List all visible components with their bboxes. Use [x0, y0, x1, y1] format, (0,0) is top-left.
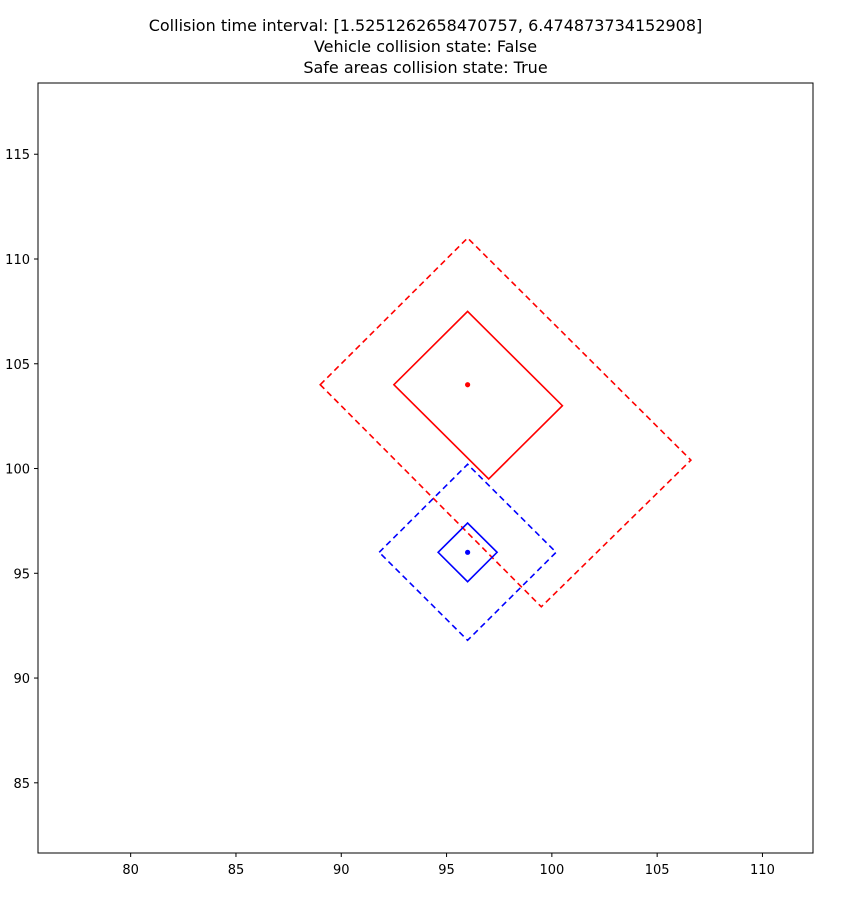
plot-shapes — [319, 236, 693, 642]
safe-area-outline-1 — [378, 463, 558, 642]
y-tick-label: 95 — [13, 567, 30, 582]
x-tick-label: 105 — [645, 863, 670, 878]
axes-border — [37, 82, 814, 854]
title-collision-interval: Collision time interval: [1.525126265847… — [148, 16, 703, 35]
y-tick-label: 85 — [13, 777, 30, 792]
y-tick-label: 100 — [5, 463, 30, 478]
vehicle-center-point-0 — [465, 382, 471, 388]
axes-frame — [37, 82, 814, 854]
x-tick-label: 110 — [750, 863, 775, 878]
x-tick-label: 90 — [333, 863, 350, 878]
vehicle-outline-1 — [436, 521, 499, 583]
y-tick-label: 110 — [5, 253, 30, 268]
x-axis-ticks: 80 85 90 95 100 105 110 — [122, 853, 775, 878]
x-tick-label: 80 — [122, 863, 139, 878]
vehicle-outline-0 — [392, 310, 564, 481]
y-tick-label: 90 — [13, 672, 30, 687]
title-vehicle-collision-state: Vehicle collision state: False — [313, 37, 538, 56]
x-tick-label: 85 — [228, 863, 245, 878]
x-tick-label: 95 — [438, 863, 455, 878]
title-safe-areas-collision-state: Safe areas collision state: True — [303, 58, 548, 77]
safe-area-outline-0 — [319, 236, 693, 608]
y-axis-ticks: 85 90 95 100 105 110 115 — [5, 148, 38, 792]
chart-title: Collision time interval: [1.525126265847… — [0, 15, 841, 78]
y-tick-label: 115 — [5, 148, 30, 163]
vehicle-center-point-1 — [465, 549, 471, 555]
y-tick-label: 105 — [5, 358, 30, 373]
x-tick-label: 100 — [539, 863, 564, 878]
